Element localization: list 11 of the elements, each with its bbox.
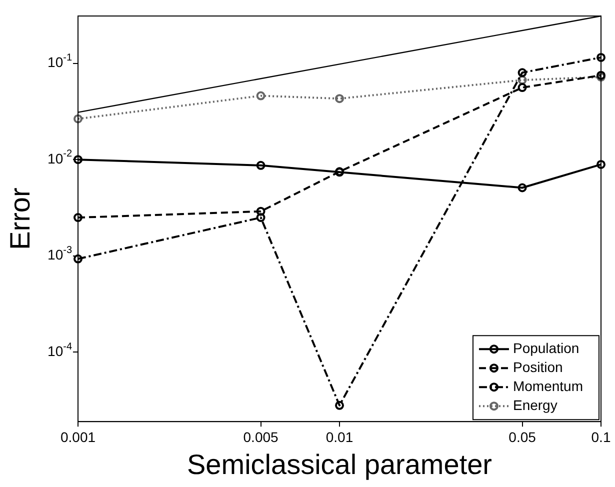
- x-tick-label: 0.1: [591, 428, 611, 445]
- x-tick-label: 0.01: [326, 428, 354, 445]
- legend-label: Position: [512, 358, 563, 375]
- legend-label: Population: [512, 340, 580, 356]
- x-tick-label: 0.05: [508, 428, 536, 445]
- y-axis-title: Error: [4, 188, 36, 250]
- x-tick-label: 0.005: [243, 428, 279, 445]
- x-tick-label: 0.001: [60, 428, 96, 445]
- x-axis-title: Semiclassical parameter: [187, 448, 492, 480]
- legend-label: Energy: [512, 396, 558, 413]
- legend-label: Momentum: [512, 378, 584, 394]
